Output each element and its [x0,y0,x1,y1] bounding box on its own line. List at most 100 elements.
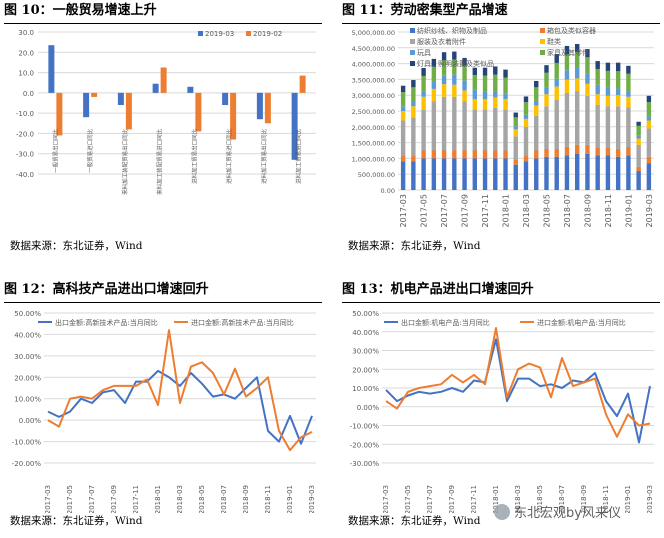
x-tick-label: 2018-05 [198,485,206,513]
x-tick-label: 进料加工贸易出口同比 [260,128,268,184]
title-rule [4,23,322,24]
bar [152,83,159,93]
x-tick-label: 2018-01 [502,194,511,227]
x-tick-label: 2019-01 [286,485,294,513]
bar-segment [472,158,477,190]
y-tick-label: 10.00% [352,385,379,393]
x-tick-label: 2017-07 [426,485,434,513]
bar-segment [400,106,406,111]
bar-segment [585,144,590,154]
y-tick-label: 4,500,000.00 [352,45,395,53]
bar-segment [523,126,529,156]
bar-segment [595,61,600,69]
bar-segment [400,155,406,162]
bar-segment [615,95,621,107]
bar-segment [534,150,539,159]
bar-segment [595,84,600,95]
bar-segment [452,96,457,151]
bar-segment [636,135,641,139]
chart-electromechanical: 50.00% 40.00% 30.00% 20.00% 10.00% 0.00% -10.0… [350,310,654,513]
panel-10-title: 图 10：一般贸易增速上升 [4,0,157,22]
bar-segment [513,159,518,165]
bar-segment [636,121,641,126]
figure-number: 图 12： [4,282,53,297]
bar-segment [585,73,590,84]
bar-segment [493,91,498,98]
bar-segment [493,97,498,108]
bar-segment [554,99,559,149]
legend-swatch [246,31,251,36]
bar-segment [595,94,600,105]
y-tick-label: 20.00% [14,374,41,382]
x-tick-label: 2017-11 [470,485,478,513]
bar-segment [503,77,508,94]
bar-segment [411,161,416,190]
bar-segment [421,109,426,151]
bar [299,75,306,93]
bar-segment [431,101,437,151]
bar-segment [523,96,529,103]
bar [195,92,202,132]
x-tick-label: 2017-05 [66,485,74,513]
bar-segment [411,87,416,102]
x-tick-label: 2018-11 [604,194,613,227]
y-tick-label: 40.00% [14,331,41,339]
bar-segment [441,150,447,159]
legend-label: 灯具、照明装置及类似品 [417,59,494,68]
chart-labor-intensive: 5,000,000.00 4,500,000.00 4,000,000.00 3,50… [352,26,654,227]
figure-number: 图 10： [4,3,53,18]
bar [187,86,194,93]
bar-segment [441,96,447,151]
legend-swatch [540,39,545,44]
bar-segment [605,62,611,71]
x-tick-label: 一般贸易进口同比 [86,128,94,173]
panel-10: 图 10：一般贸易增速上升 30.0 20.0 10.0 0.0 -10.0 -20.0 -… [4,0,326,260]
bar-segment [472,89,477,100]
y-tick-label: 3,500,000.00 [352,76,395,84]
bar-segment [431,88,437,102]
data-source: 数据来源：东北证券，Wind [348,515,481,527]
bar-segment [523,102,529,115]
bar-segment [472,109,477,151]
x-tick-label: 2019-01 [624,194,633,227]
bar-segment [472,99,477,110]
y-tick-label: 10.00% [14,396,41,404]
bar-segment [441,52,447,61]
bar-segment [400,120,406,156]
bar-segment [441,84,447,97]
data-source: 数据来源：东北证券，Wind [348,240,481,252]
bar-segment [482,109,488,151]
bar-segment [605,95,611,107]
chart-hightech: 50.00% 40.00% 30.00% 20.00% 10.00% 0.00% -10.0… [12,310,316,513]
bar-segment [400,92,406,107]
bar-segment [564,70,570,80]
bar-segment [646,128,652,157]
bar-segment [462,101,467,151]
bar-segment [646,156,652,164]
bar-segment [534,87,539,101]
bar-segment [482,158,488,190]
bar [256,92,263,120]
y-tick-label: 50.00% [352,310,379,318]
bar-segment [523,114,529,119]
bar-segment [462,57,467,66]
bar-segment [513,126,518,130]
y-tick-label: 20.0 [18,49,34,57]
bar-segment [421,158,426,190]
x-tick-label: 2018-01 [492,485,500,513]
bar-segment [503,150,508,159]
series-line [385,327,651,438]
bar-segment [493,158,498,190]
legend-label: 2019-03 [205,30,234,38]
bar-segment [421,96,426,110]
bar-segment [493,107,498,151]
legend-label: 进口金额:机电产品:当月同比 [537,318,626,327]
bar-segment [452,74,457,85]
y-tick-label: -20.00% [12,460,42,468]
bar-segment [554,156,559,190]
bar-segment [431,150,437,159]
x-tick-label: 2019-03 [645,194,654,227]
title-rule [342,302,660,303]
bar-segment [462,158,467,190]
watermark: 东北宏观by风来仪 [494,504,621,524]
